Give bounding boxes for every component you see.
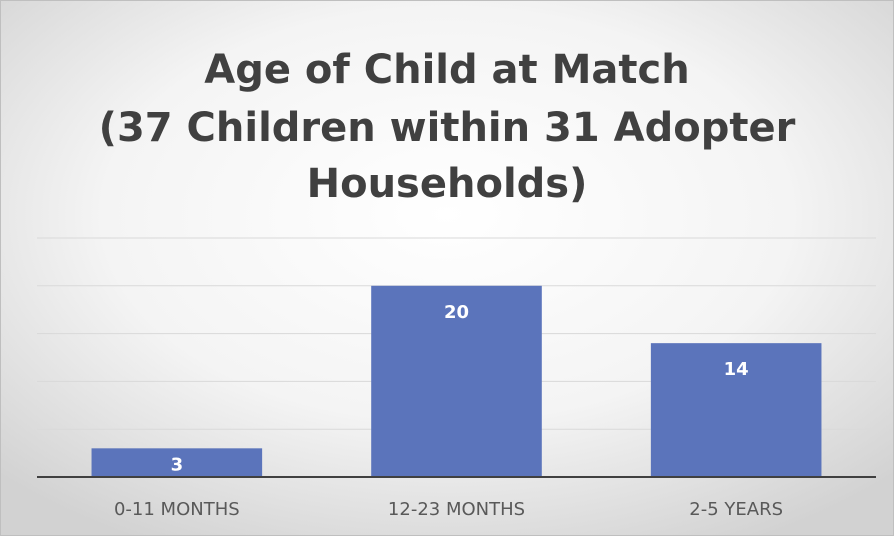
chart-title: (37 Children within 31 Adopter	[99, 105, 796, 151]
x-tick-label: 0-11 MONTHS	[114, 499, 240, 520]
x-tick-label: 2-5 YEARS	[689, 499, 783, 520]
bar	[91, 448, 263, 477]
data-label: 3	[171, 455, 184, 476]
data-label: 20	[444, 302, 469, 323]
bar	[371, 285, 542, 477]
chart-title: Households)	[307, 161, 588, 207]
x-tick-label: 12-23 MONTHS	[388, 499, 525, 520]
chart-title: Age of Child at Match	[204, 47, 689, 93]
bar	[650, 343, 822, 477]
data-label: 14	[724, 359, 749, 380]
